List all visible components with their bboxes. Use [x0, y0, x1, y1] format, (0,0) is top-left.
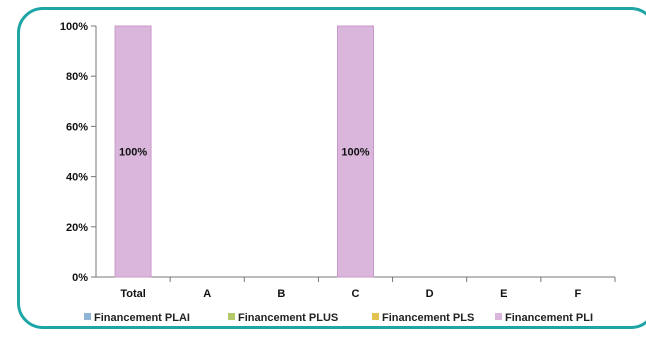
x-tick-label: B: [277, 288, 285, 300]
legend-label: Financement PLS: [382, 312, 474, 324]
bar: [337, 25, 374, 278]
y-tick-label: 60%: [66, 121, 88, 133]
legend-label: Financement PLUS: [238, 312, 338, 324]
x-tick-label: D: [426, 288, 434, 300]
y-tick-label: 80%: [66, 71, 88, 83]
legend-swatch: [372, 313, 379, 320]
y-tick-label: 0%: [72, 272, 88, 284]
legend-swatch: [84, 313, 91, 320]
bar: [114, 25, 152, 278]
x-tick-label: C: [352, 288, 360, 300]
legend-swatch: [228, 313, 235, 320]
legend-label: Financement PLI: [505, 312, 593, 324]
y-tick-label: 20%: [66, 222, 88, 234]
x-tick-label: E: [500, 288, 507, 300]
x-tick-label: A: [203, 288, 211, 300]
legend-label: Financement PLAI: [94, 312, 190, 324]
data-label: 100%: [119, 147, 147, 159]
y-tick-label: 100%: [60, 21, 88, 33]
legend-swatch: [495, 313, 502, 320]
x-tick-label: Total: [120, 288, 145, 300]
y-tick-label: 40%: [66, 172, 88, 184]
x-tick-label: F: [575, 288, 582, 300]
data-label: 100%: [341, 147, 369, 159]
